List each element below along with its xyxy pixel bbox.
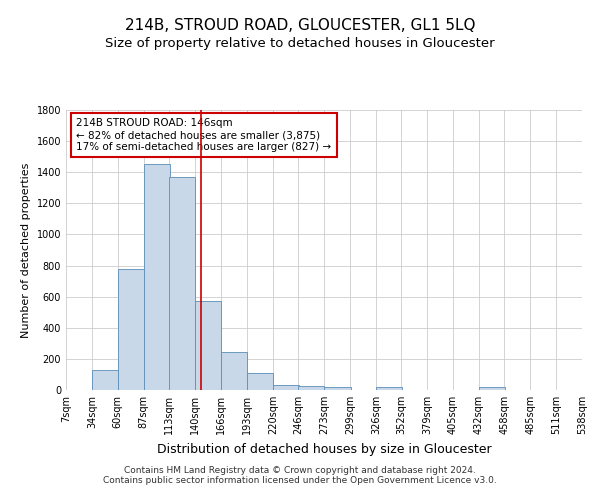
Bar: [169, 177, 195, 390]
Bar: [195, 302, 221, 390]
Bar: [298, 386, 325, 390]
Bar: [144, 164, 170, 390]
Bar: [221, 352, 247, 390]
Bar: [92, 370, 118, 390]
Text: 214B STROUD ROAD: 146sqm
← 82% of detached houses are smaller (3,875)
17% of sem: 214B STROUD ROAD: 146sqm ← 82% of detach…: [76, 118, 331, 152]
Bar: [479, 387, 505, 390]
Bar: [273, 384, 299, 390]
Text: Contains HM Land Registry data © Crown copyright and database right 2024.
Contai: Contains HM Land Registry data © Crown c…: [103, 466, 497, 485]
Y-axis label: Number of detached properties: Number of detached properties: [21, 162, 31, 338]
Bar: [247, 373, 273, 390]
Bar: [118, 268, 144, 390]
Bar: [376, 387, 402, 390]
X-axis label: Distribution of detached houses by size in Gloucester: Distribution of detached houses by size …: [157, 442, 491, 456]
Text: Size of property relative to detached houses in Gloucester: Size of property relative to detached ho…: [105, 38, 495, 51]
Text: 214B, STROUD ROAD, GLOUCESTER, GL1 5LQ: 214B, STROUD ROAD, GLOUCESTER, GL1 5LQ: [125, 18, 475, 32]
Bar: [325, 387, 351, 390]
